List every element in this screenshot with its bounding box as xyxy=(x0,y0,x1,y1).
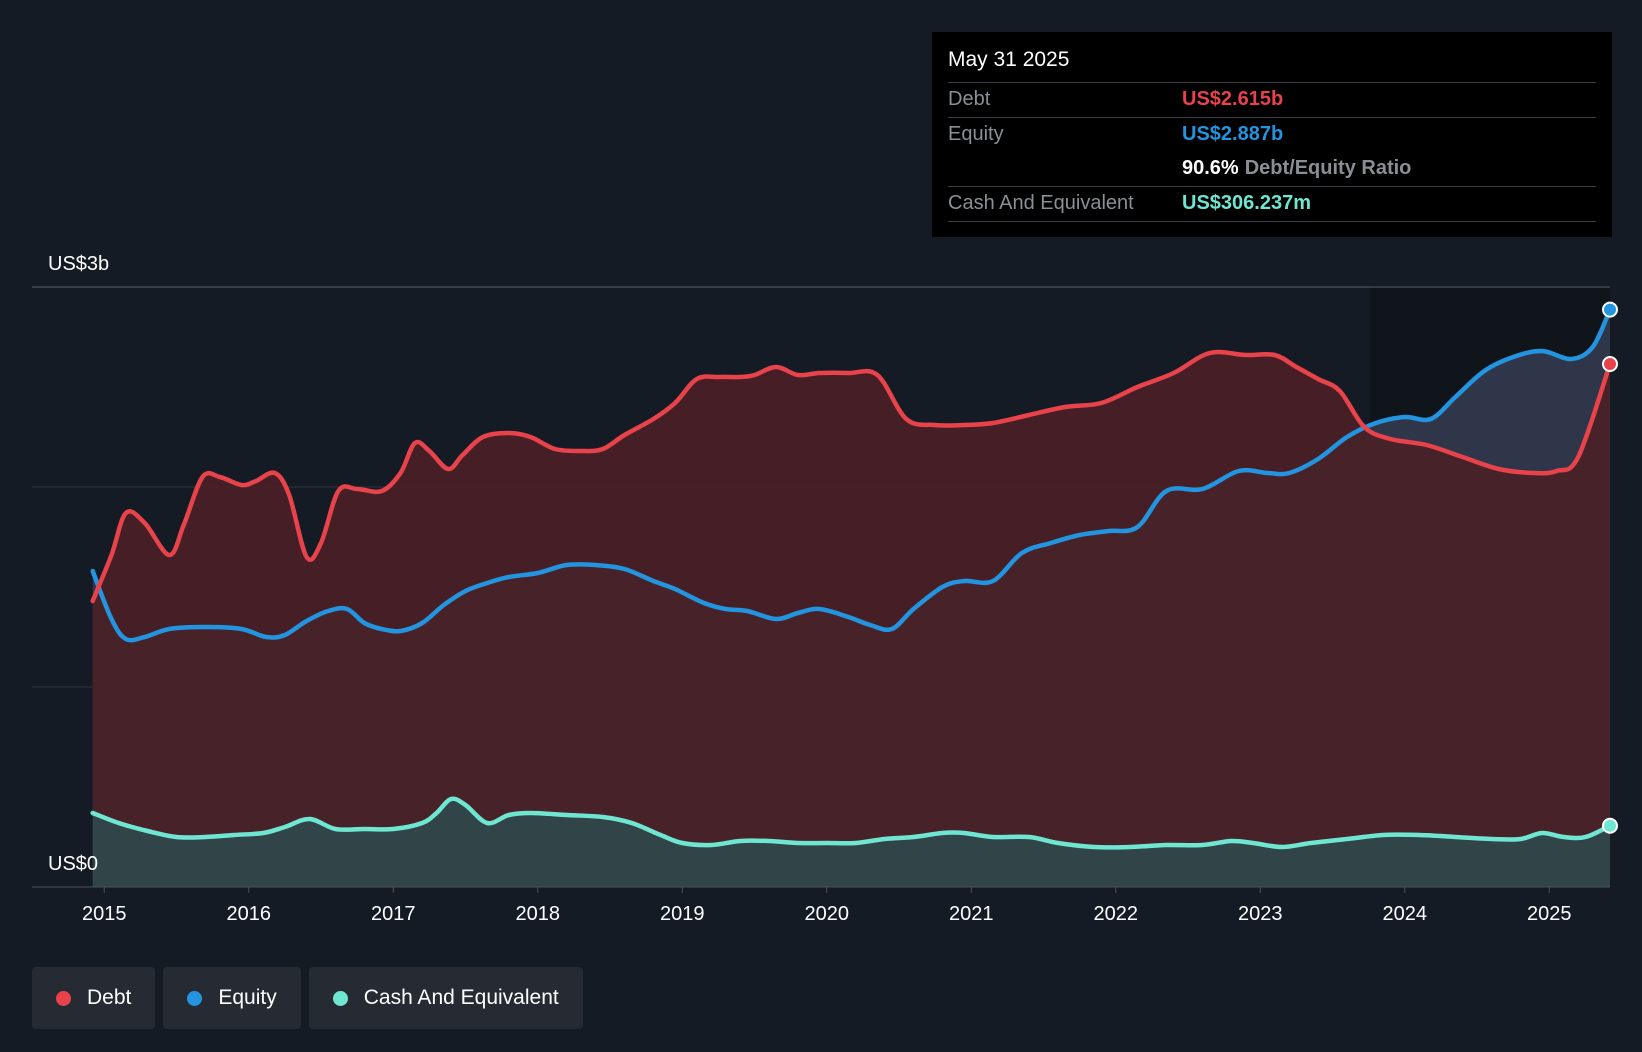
legend: Debt Equity Cash And Equivalent xyxy=(32,967,583,1029)
tooltip-date: May 31 2025 xyxy=(948,46,1596,83)
legend-cash-label: Cash And Equivalent xyxy=(363,986,559,1009)
x-tick-label: 2018 xyxy=(516,903,561,925)
tooltip-equity-label: Equity xyxy=(948,123,1004,145)
tooltip-equity-value: US$2.887b xyxy=(1182,123,1284,145)
y-axis-top-label: US$3b xyxy=(48,253,109,275)
x-tick-label: 2025 xyxy=(1527,903,1572,925)
tooltip-cash-value: US$306.237m xyxy=(1182,192,1311,214)
tooltip-equity-row: Equity US$2.887b xyxy=(948,118,1596,152)
x-tick-label: 2024 xyxy=(1383,903,1428,925)
equity-endpoint xyxy=(1602,301,1618,318)
x-tick-label: 2019 xyxy=(660,903,705,925)
tooltip-debt-value: US$2.615b xyxy=(1182,88,1284,110)
legend-item-cash[interactable]: Cash And Equivalent xyxy=(308,967,583,1029)
x-tick-label: 2020 xyxy=(805,903,850,925)
equity-line xyxy=(90,307,1610,643)
x-tick-label: 2023 xyxy=(1238,903,1283,925)
cash-area xyxy=(92,798,1610,887)
x-tick-label: 2015 xyxy=(82,903,127,925)
debt-dot-icon xyxy=(56,990,71,1006)
legend-equity-label: Equity xyxy=(218,986,277,1009)
legend-item-debt[interactable]: Debt xyxy=(32,967,156,1029)
debt-endpoint xyxy=(1602,356,1618,372)
cash-line xyxy=(90,796,1610,850)
cash-dot-icon xyxy=(332,990,348,1006)
tooltip-cash-label: Cash And Equivalent xyxy=(948,192,1134,214)
tooltip-cash-row: Cash And Equivalent US$306.237m xyxy=(948,187,1596,222)
x-tick-label: 2016 xyxy=(227,903,272,925)
tooltip-ratio-value: 90.6% xyxy=(1182,157,1239,179)
cash-endpoint xyxy=(1602,817,1618,834)
y-axis-bottom-label: US$0 xyxy=(48,853,98,875)
tooltip-ratio-row: 90.6% Debt/Equity Ratio xyxy=(948,152,1596,187)
tooltip-panel: May 31 2025 Debt US$2.615b Equity US$2.8… xyxy=(932,32,1612,237)
x-tick-label: 2021 xyxy=(949,903,994,925)
tooltip-debt-row: Debt US$2.615b xyxy=(948,83,1596,118)
x-tick-label: 2022 xyxy=(1094,903,1139,925)
legend-item-equity[interactable]: Equity xyxy=(163,967,301,1029)
tooltip-ratio-label: Debt/Equity Ratio xyxy=(1244,157,1412,179)
tooltip-debt-label: Debt xyxy=(948,88,991,110)
legend-debt-label: Debt xyxy=(87,986,132,1009)
debt-line xyxy=(90,349,1610,604)
equity-dot-icon xyxy=(187,990,203,1006)
x-tick-label: 2017 xyxy=(371,903,416,925)
